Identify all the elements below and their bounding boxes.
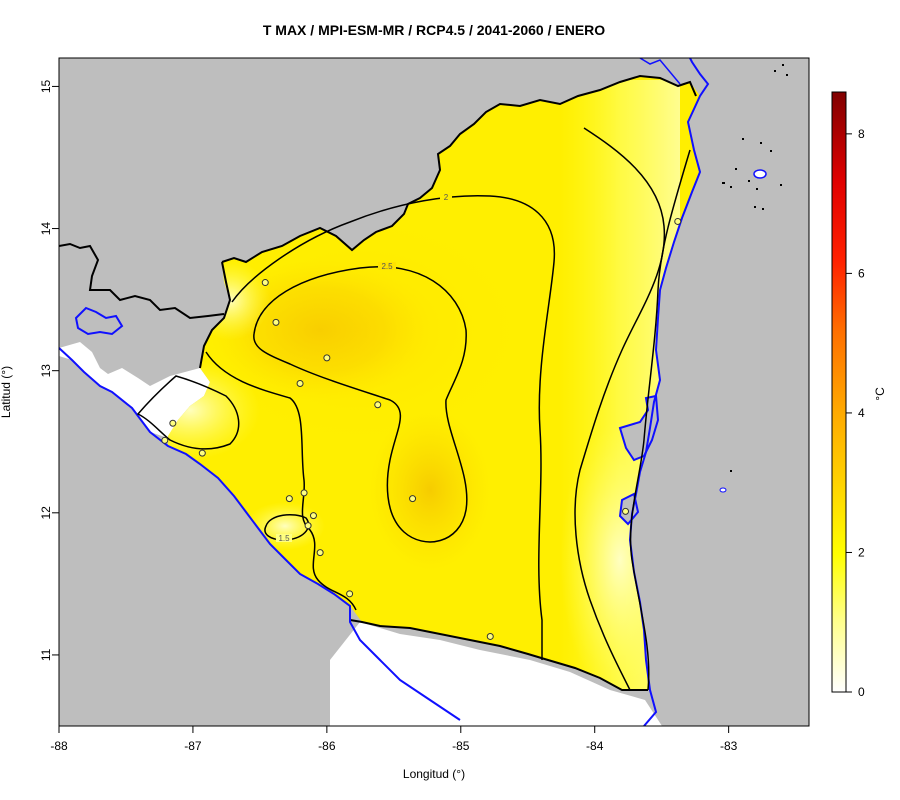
colorbar-tick-label: 4 [858,406,865,420]
contour-label-1-5: 1.5 [278,534,290,543]
x-tick-label: -83 [720,739,738,753]
x-tick-label: -85 [452,739,470,753]
colorbar-ticks: 0 2 4 6 8 [846,127,865,699]
station-point [316,549,324,557]
x-tick-label: -88 [50,739,68,753]
station-point [161,436,169,444]
contour-labels: 2 2.5 1.5 [276,193,452,543]
border-honduras-west [59,242,225,320]
station-point [304,522,312,530]
y-axis: 11 12 13 14 15 [39,79,59,661]
plot-frame [58,57,810,727]
chart-title: T MAX / MPI-ESM-MR / RCP4.5 / 2041-2060 … [262,22,606,38]
border-honduras [221,74,697,264]
colorbar [831,91,847,693]
colorbar-tick-label: 8 [858,127,865,141]
contour-lines [136,127,691,691]
station-point [309,512,317,520]
pacific-coast [59,347,461,721]
colorbar-tick-label: 2 [858,545,865,559]
station-point [198,449,206,457]
station-point [622,507,630,515]
y-tick-label: 11 [39,648,53,661]
y-tick-label: 15 [39,79,53,93]
colorbar-tick-label: 6 [858,266,865,280]
y-tick-label: 13 [39,364,53,378]
station-point [674,217,682,225]
station-point [272,318,280,326]
station-point [300,489,308,497]
colorbar-unit: °C [873,387,887,401]
station-point [409,495,417,503]
x-tick-label: -86 [318,739,336,753]
y-tick-label: 12 [39,506,53,520]
border-costa-rica [349,619,648,691]
x-axis: -88 -87 -86 -85 -84 -83 [50,726,738,753]
islands [722,64,788,472]
station-point [285,495,293,503]
contour-label-2-5: 2.5 [381,262,393,271]
x-tick-label: -87 [184,739,202,753]
station-point [261,279,269,287]
station-point [346,590,354,598]
station-point [323,354,331,362]
colorbar-tick-label: 0 [858,685,865,699]
station-point [486,632,494,640]
y-axis-label: Latitud (°) [0,366,13,418]
southern-water [330,622,662,726]
contour-label-2: 2 [444,193,449,202]
x-axis-label: Longitud (°) [403,767,465,781]
station-point [374,401,382,409]
gulf-of-fonseca [59,342,210,438]
station-point [169,419,177,427]
x-tick-label: -84 [586,739,604,753]
y-tick-label: 14 [39,222,53,236]
station-points [161,217,682,640]
station-point [296,379,304,387]
